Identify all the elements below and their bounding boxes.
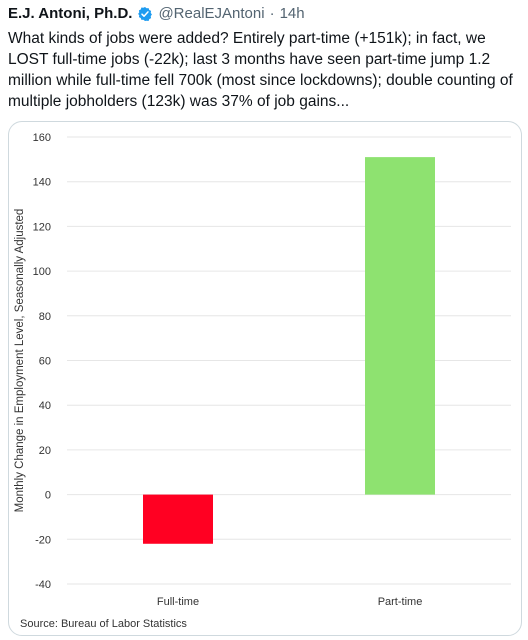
y-tick-label: -40 bbox=[35, 579, 51, 591]
y-tick-label: 120 bbox=[33, 221, 51, 233]
y-tick-label: 0 bbox=[45, 490, 51, 502]
y-tick-label: -20 bbox=[35, 534, 51, 546]
y-axis-title: Monthly Change in Employment Level, Seas… bbox=[14, 209, 26, 513]
x-category-label: Full-time bbox=[157, 596, 199, 608]
chart-card[interactable]: -40 -20 0 20 40 60 80 100 120 140 160 Full-time Part… bbox=[8, 121, 522, 636]
author-name[interactable]: E.J. Antoni, Ph.D. bbox=[8, 5, 133, 22]
y-tick-label: 20 bbox=[39, 445, 51, 457]
y-tick-label: 160 bbox=[33, 132, 51, 144]
author-handle[interactable]: @RealEJAntoni bbox=[158, 5, 265, 22]
employment-change-chart: -40 -20 0 20 40 60 80 100 120 140 160 Full-time Part… bbox=[14, 132, 511, 608]
y-tick-label: 40 bbox=[39, 400, 51, 412]
post-time[interactable]: 14h bbox=[279, 5, 305, 22]
tweet-text: What kinds of jobs were added? Entirely … bbox=[8, 30, 513, 110]
tweet-header: E.J. Antoni, Ph.D. @RealEJAntoni · 14h bbox=[8, 5, 305, 22]
y-tick-label: 80 bbox=[39, 311, 51, 323]
y-tick-label: 100 bbox=[33, 266, 51, 278]
y-tick-label: 140 bbox=[33, 177, 51, 189]
x-category-label: Part-time bbox=[378, 596, 423, 608]
y-tick-label: 60 bbox=[39, 356, 51, 368]
bar-full-time bbox=[143, 494, 213, 544]
verified-badge-icon bbox=[138, 6, 153, 21]
bar-part-time bbox=[365, 157, 435, 495]
chart-source: Source: Bureau of Labor Statistics bbox=[20, 618, 187, 630]
separator-dot: · bbox=[269, 5, 275, 22]
